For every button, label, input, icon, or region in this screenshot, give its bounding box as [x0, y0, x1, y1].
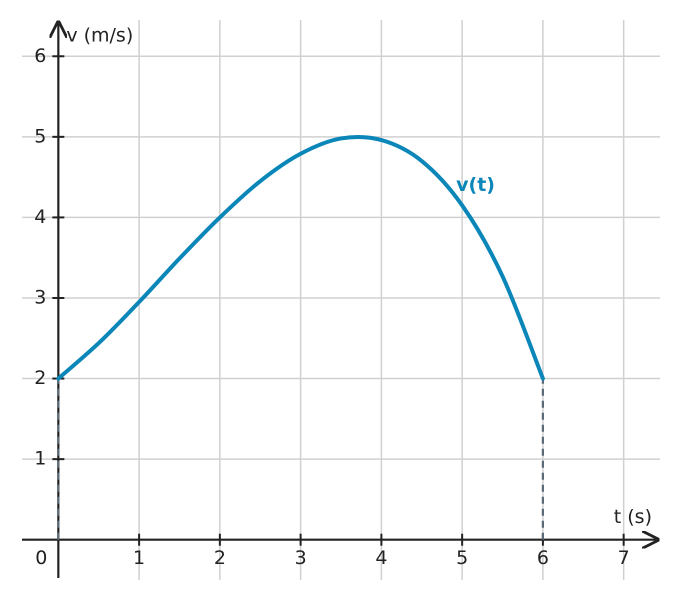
y-tick-label: 2	[34, 367, 46, 389]
y-tick-label: 1	[34, 448, 46, 470]
series-line	[56, 134, 545, 381]
y-tick-label: 5	[34, 125, 46, 147]
plot: 0 1 2 3 4 5 6 7 1 2 3 4 5 6 t (s) v (m/s) v(t)	[22, 24, 656, 578]
y-tick-label: 4	[34, 206, 46, 228]
x-tick-label: 7	[618, 547, 630, 569]
y-axis-label: v (m/s)	[66, 25, 133, 47]
series-label: v(t)	[456, 174, 495, 196]
grid	[22, 20, 660, 580]
x-tick-label: 5	[456, 547, 468, 569]
x-tick-label: 2	[214, 547, 226, 569]
x-tick-label: 4	[375, 547, 387, 569]
y-tick-label: 3	[34, 286, 46, 308]
x-tick-label: 1	[133, 547, 145, 569]
x-tick-label: 0	[35, 547, 47, 569]
x-tick-label: 3	[295, 547, 307, 569]
x-axis-label: t (s)	[614, 506, 652, 528]
x-tick-label: 6	[537, 547, 549, 569]
y-tick-label: 6	[34, 45, 46, 67]
